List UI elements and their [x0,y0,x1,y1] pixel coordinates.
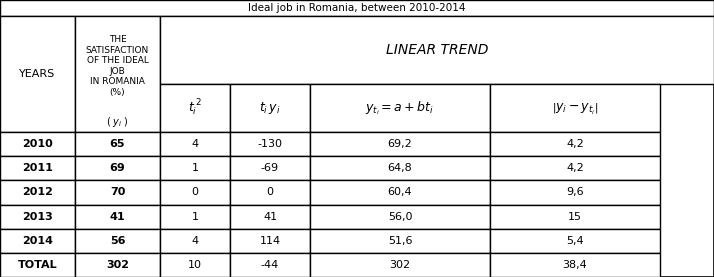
Bar [0,253,75,277]
Text: 4,2: 4,2 [566,139,584,149]
Text: 1: 1 [191,212,198,222]
Bar [310,132,490,156]
Bar [490,204,660,229]
Bar [490,84,660,132]
Text: 4,2: 4,2 [566,163,584,173]
Bar [160,84,230,132]
Bar [310,180,490,204]
Bar [310,253,490,277]
Text: 2013: 2013 [22,212,53,222]
Bar [310,84,490,132]
Text: 56: 56 [110,236,125,246]
Bar [0,16,75,132]
Bar [75,16,160,132]
Text: 4: 4 [191,236,198,246]
Text: 51,6: 51,6 [388,236,412,246]
Bar [75,229,160,253]
Text: -69: -69 [261,163,279,173]
Bar [310,204,490,229]
Bar [0,204,75,229]
Text: 69,2: 69,2 [388,139,413,149]
Bar [230,84,310,132]
Bar [160,253,230,277]
Text: -44: -44 [261,260,279,270]
Bar [490,132,660,156]
Bar [0,132,75,156]
Bar [160,204,230,229]
Bar [490,180,660,204]
Bar [75,180,160,204]
Text: 2014: 2014 [22,236,53,246]
Bar [310,156,490,180]
Bar [75,204,160,229]
Text: ( $y_i$ ): ( $y_i$ ) [106,115,129,129]
Text: $y_{t_i} = a + bt_i$: $y_{t_i} = a + bt_i$ [366,99,435,117]
Text: 41: 41 [110,212,126,222]
Text: LINEAR TREND: LINEAR TREND [386,43,488,57]
Bar [230,132,310,156]
Text: 65: 65 [110,139,125,149]
Text: 70: 70 [110,188,125,198]
Bar [0,0,714,16]
Text: THE
SATISFACTION
OF THE IDEAL
JOB
IN ROMANIA
(%): THE SATISFACTION OF THE IDEAL JOB IN ROM… [86,35,149,96]
Bar [160,229,230,253]
Text: 0: 0 [266,188,273,198]
Text: TOTAL: TOTAL [18,260,57,270]
Bar [230,180,310,204]
Text: 69: 69 [110,163,126,173]
Text: 0: 0 [191,188,198,198]
Text: 15: 15 [568,212,582,222]
Bar [0,156,75,180]
Text: 41: 41 [263,212,277,222]
Bar [230,156,310,180]
Bar [0,180,75,204]
Text: $t_i\,y_i$: $t_i\,y_i$ [259,100,281,116]
Text: YEARS: YEARS [19,69,56,79]
Text: 2012: 2012 [22,188,53,198]
Text: 60,4: 60,4 [388,188,412,198]
Text: 302: 302 [389,260,411,270]
Bar [75,132,160,156]
Text: 5,4: 5,4 [566,236,584,246]
Bar [230,204,310,229]
Text: 302: 302 [106,260,129,270]
Bar [310,229,490,253]
Text: 114: 114 [259,236,281,246]
Bar [160,156,230,180]
Bar [490,229,660,253]
Bar [160,16,714,84]
Text: 2011: 2011 [22,163,53,173]
Text: 38,4: 38,4 [563,260,588,270]
Bar [490,253,660,277]
Text: 1: 1 [191,163,198,173]
Text: 9,6: 9,6 [566,188,584,198]
Text: Ideal job in Romania, between 2010-2014: Ideal job in Romania, between 2010-2014 [248,3,466,13]
Text: 10: 10 [188,260,202,270]
Bar [230,253,310,277]
Text: 4: 4 [191,139,198,149]
Bar [75,156,160,180]
Text: -130: -130 [258,139,283,149]
Text: 56,0: 56,0 [388,212,412,222]
Bar [160,180,230,204]
Bar [490,156,660,180]
Text: $\left|y_i - y_{t_i}\right|$: $\left|y_i - y_{t_i}\right|$ [552,101,598,116]
Bar [75,253,160,277]
Bar [230,229,310,253]
Bar [0,229,75,253]
Text: 64,8: 64,8 [388,163,413,173]
Text: $t_i^{\,2}$: $t_i^{\,2}$ [188,98,202,118]
Text: 2010: 2010 [22,139,53,149]
Bar [160,132,230,156]
